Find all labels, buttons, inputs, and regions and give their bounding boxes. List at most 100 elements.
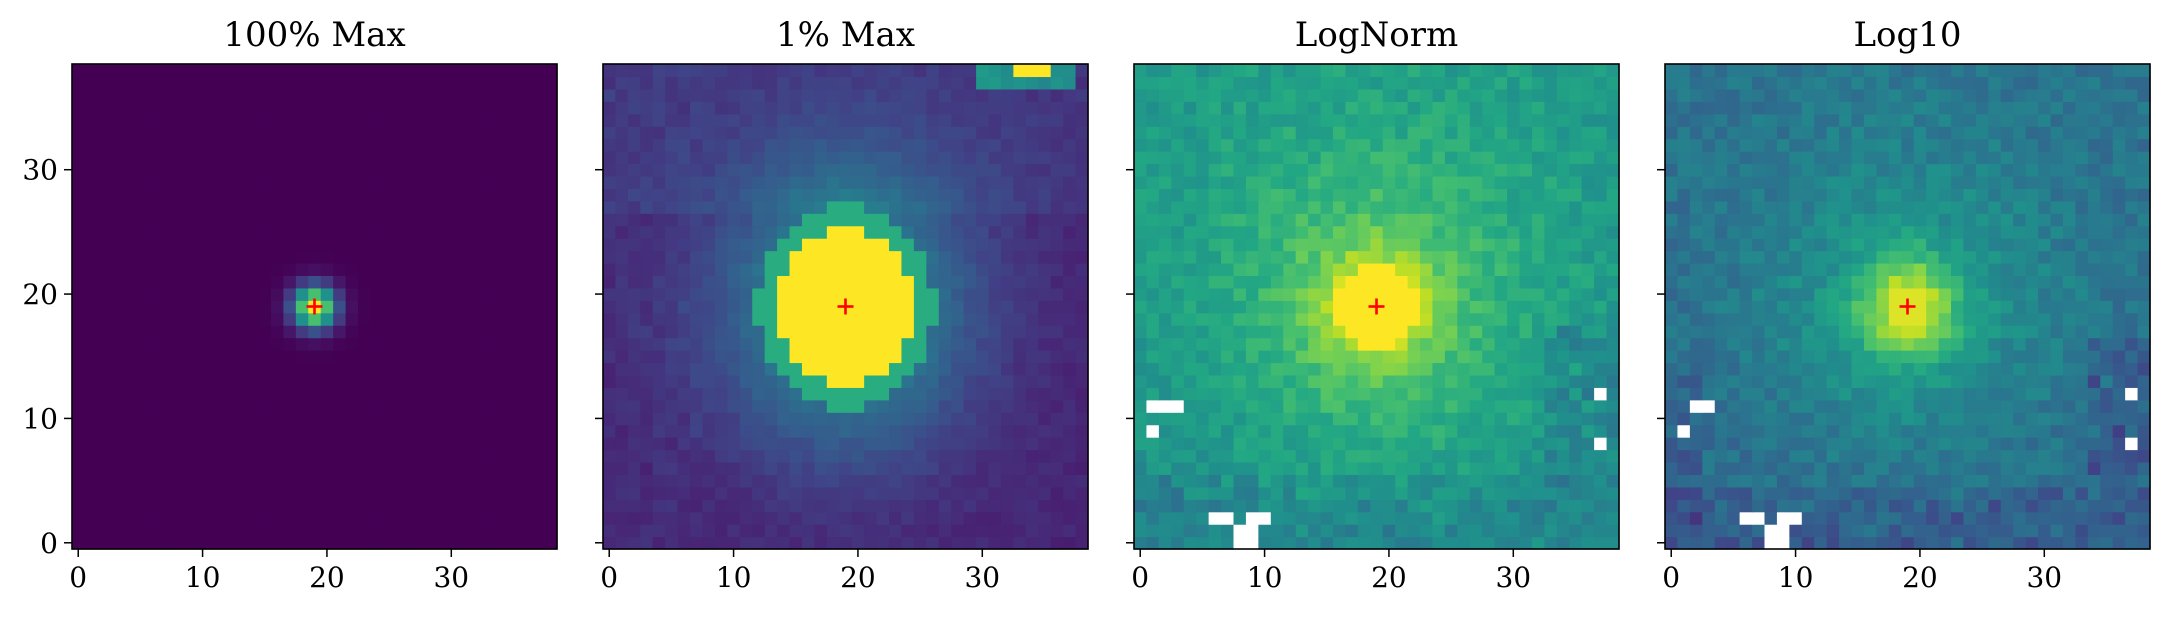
heatmap-cell xyxy=(839,499,853,513)
heatmap-cell xyxy=(457,188,471,202)
heatmap-cell xyxy=(159,449,173,463)
heatmap-cell xyxy=(1581,64,1595,78)
heatmap-cell xyxy=(1569,511,1583,525)
heatmap-cell xyxy=(1752,524,1766,538)
heatmap-cell xyxy=(507,76,521,90)
heatmap-cell xyxy=(519,275,533,289)
heatmap-cell xyxy=(1444,200,1458,214)
heatmap-cell xyxy=(1975,511,1989,525)
heatmap-cell xyxy=(96,511,110,525)
heatmap-cell xyxy=(1606,337,1620,351)
heatmap-cell xyxy=(801,275,816,289)
heatmap-cell xyxy=(1556,113,1570,127)
heatmap-cell xyxy=(777,200,791,214)
heatmap-cell xyxy=(1050,374,1064,388)
heatmap-cell xyxy=(1544,138,1558,152)
heatmap-cell xyxy=(494,88,508,102)
heatmap-cell xyxy=(308,350,322,364)
heatmap-cell xyxy=(358,362,372,376)
heatmap-cell xyxy=(1544,250,1558,264)
heatmap-cell xyxy=(727,486,741,500)
heatmap-cell xyxy=(1258,399,1272,413)
heatmap-cell xyxy=(640,362,654,376)
heatmap-cell xyxy=(1025,524,1039,538)
heatmap-cell xyxy=(677,486,691,500)
heatmap-cell xyxy=(183,300,197,314)
heatmap-cell xyxy=(1332,374,1347,388)
heatmap-cell xyxy=(1013,412,1027,426)
heatmap-cell xyxy=(1025,287,1039,301)
heatmap-cell xyxy=(1432,126,1446,140)
heatmap-cell xyxy=(603,362,617,376)
heatmap-cell xyxy=(1158,101,1172,115)
heatmap-cell xyxy=(826,262,840,277)
heatmap-cell xyxy=(121,262,135,277)
heatmap-cell xyxy=(246,412,260,426)
heatmap-cell xyxy=(1432,449,1446,463)
heatmap-cell xyxy=(702,238,716,252)
heatmap-cell xyxy=(764,536,778,550)
heatmap-cell xyxy=(1038,536,1052,550)
heatmap-cell xyxy=(258,424,272,438)
heatmap-cell xyxy=(1752,449,1766,463)
heatmap-cell xyxy=(246,449,260,463)
heatmap-cell xyxy=(445,325,459,339)
heatmap-cell xyxy=(752,113,766,127)
heatmap-cell xyxy=(777,88,791,102)
heatmap-cell xyxy=(727,163,741,177)
heatmap-cell xyxy=(1183,262,1197,277)
heatmap-cell xyxy=(627,138,641,152)
heatmap-cell xyxy=(665,188,679,202)
heatmap-cell xyxy=(1901,449,1915,463)
heatmap-cell xyxy=(1665,524,1679,538)
heatmap-cell xyxy=(121,337,135,351)
heatmap-cell xyxy=(432,499,446,513)
heatmap-cell xyxy=(764,76,778,90)
heatmap-cell xyxy=(146,188,160,202)
heatmap-cell xyxy=(358,138,372,152)
heatmap-cell xyxy=(1158,275,1172,289)
heatmap-cell xyxy=(146,151,160,165)
heatmap-cell xyxy=(1134,213,1148,227)
heatmap-cell xyxy=(1901,486,1915,500)
heatmap-cell xyxy=(519,474,533,488)
heatmap-cell xyxy=(1233,424,1247,438)
heatmap-cell xyxy=(1556,287,1570,301)
heatmap-cell xyxy=(171,312,185,326)
heatmap-cell xyxy=(2000,524,2014,538)
heatmap-cell xyxy=(382,300,396,314)
heatmap-cell xyxy=(1482,238,1496,252)
heatmap-cell xyxy=(519,312,533,326)
heatmap-cell xyxy=(1013,287,1027,301)
heatmap-cell xyxy=(1938,511,1952,525)
heatmap-cell xyxy=(1975,536,1989,550)
heatmap-cell xyxy=(603,250,617,264)
heatmap-cell xyxy=(1233,300,1247,314)
heatmap-cell xyxy=(864,449,878,463)
heatmap-cell xyxy=(1270,387,1284,401)
heatmap-cell xyxy=(519,337,533,351)
heatmap-cell xyxy=(544,412,558,426)
heatmap-cell xyxy=(1531,536,1545,550)
heatmap-cell xyxy=(1370,76,1384,90)
heatmap-cell xyxy=(72,175,86,189)
heatmap-cell xyxy=(221,499,235,513)
heatmap-cell xyxy=(420,151,434,165)
heatmap-cell xyxy=(1594,163,1608,177)
heatmap-cell xyxy=(1196,200,1210,214)
heatmap-cell xyxy=(494,213,508,227)
heatmap-cell xyxy=(801,350,816,364)
heatmap-cell xyxy=(295,287,309,301)
heatmap-cell xyxy=(532,76,546,90)
heatmap-cell xyxy=(159,126,173,140)
heatmap-cell xyxy=(407,325,421,339)
heatmap-cell xyxy=(1171,312,1185,326)
heatmap-cell xyxy=(482,250,496,264)
heatmap-cell xyxy=(851,262,865,277)
heatmap-cell xyxy=(1507,399,1521,413)
heatmap-cell xyxy=(1063,412,1077,426)
heatmap-cell xyxy=(1469,175,1483,189)
heatmap-cell xyxy=(1606,175,1620,189)
heatmap-cell xyxy=(320,262,334,277)
heatmap-cell xyxy=(1075,262,1089,277)
